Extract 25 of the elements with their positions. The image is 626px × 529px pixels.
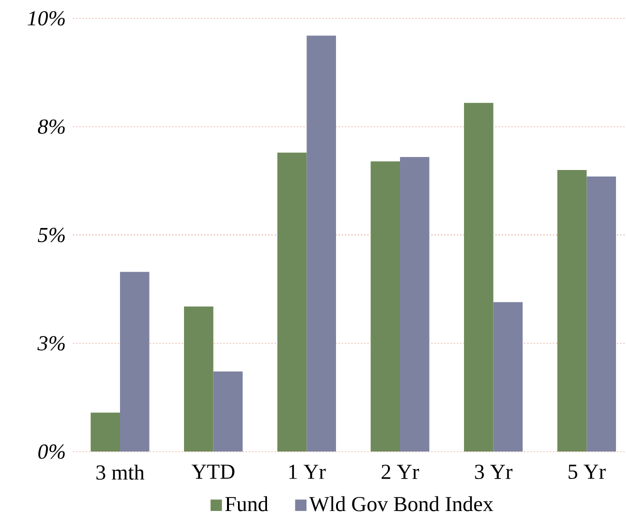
bar: [464, 102, 494, 452]
bar: [370, 161, 400, 452]
x-tick-label: 3 mth: [96, 464, 144, 480]
x-tick-label: 5 Yr: [568, 464, 606, 479]
x-tick-label: 2 Yr: [382, 464, 420, 479]
x-tick-label: 3 Yr: [475, 464, 512, 480]
legend-label: Wld Gov Bond Index: [309, 496, 494, 512]
bar: [277, 152, 307, 452]
bar: [400, 157, 430, 452]
x-tick-label: YTD: [192, 464, 234, 479]
bar: [120, 272, 150, 452]
x-tick-label: 1 Yr: [289, 464, 326, 479]
y-tick-label: 5%: [38, 228, 65, 242]
bar: [557, 170, 587, 452]
y-tick-label: 10%: [28, 11, 65, 26]
bar: [213, 371, 243, 452]
bar: [90, 412, 120, 452]
bar: [586, 176, 616, 452]
legend-label: Fund: [225, 496, 268, 512]
bar: [493, 302, 523, 452]
bar: [306, 36, 336, 452]
y-tick-label: 3%: [38, 336, 65, 351]
bar: [184, 306, 214, 452]
y-tick-label: 8%: [38, 119, 65, 134]
y-tick-label: 0%: [38, 444, 65, 459]
